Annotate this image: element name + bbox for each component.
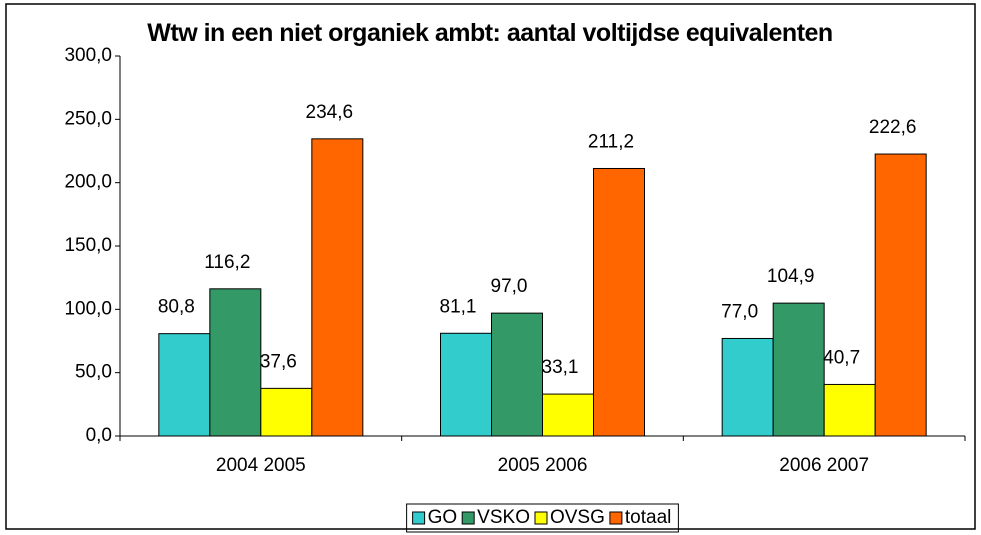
legend-label: totaal — [625, 507, 671, 528]
legend-swatch — [534, 511, 548, 525]
y-tick-label: 0,0 — [86, 425, 112, 446]
y-tick-label: 200,0 — [64, 172, 112, 193]
y-tick-label: 100,0 — [64, 298, 112, 319]
legend-label: VSKO — [477, 507, 530, 528]
bar — [593, 167, 645, 437]
x-tick-label: 2005 2006 — [498, 455, 588, 476]
bar — [209, 288, 262, 437]
bar — [491, 312, 543, 437]
value-label: 80,8 — [158, 297, 195, 318]
bar — [158, 333, 211, 437]
bar — [260, 387, 313, 437]
value-label: 116,2 — [204, 252, 250, 273]
bar — [823, 383, 876, 437]
legend-swatch — [609, 511, 623, 525]
value-label: 33,1 — [542, 357, 579, 378]
value-label: 211,2 — [588, 131, 634, 152]
x-tick-label: 2006 2007 — [779, 455, 869, 476]
legend-label: GO — [428, 507, 458, 528]
legend-swatch — [412, 511, 426, 525]
y-tick-label: 50,0 — [75, 362, 112, 383]
value-label: 81,1 — [440, 296, 477, 317]
bar — [542, 393, 594, 437]
value-label: 97,0 — [491, 276, 528, 297]
bar — [721, 337, 774, 437]
chart-title: Wtw in een niet organiek ambt: aantal vo… — [147, 19, 833, 47]
legend-swatch — [461, 511, 475, 525]
y-tick-label: 150,0 — [64, 235, 112, 256]
legend-label: OVSG — [550, 507, 605, 528]
value-label: 40,7 — [823, 347, 860, 368]
value-label: 222,6 — [869, 117, 917, 138]
bar — [874, 153, 927, 437]
bar — [311, 138, 364, 437]
value-label: 37,6 — [260, 351, 297, 372]
value-label: 77,0 — [721, 301, 758, 322]
value-label: 234,6 — [306, 102, 354, 123]
chart-frame — [5, 3, 976, 530]
legend-frame — [406, 503, 679, 533]
y-tick-label: 250,0 — [64, 108, 112, 129]
value-label: 104,9 — [767, 266, 815, 287]
bar — [440, 332, 492, 437]
x-tick-label: 2004 2005 — [216, 455, 306, 476]
bar — [772, 302, 825, 437]
y-tick-label: 300,0 — [64, 45, 112, 66]
